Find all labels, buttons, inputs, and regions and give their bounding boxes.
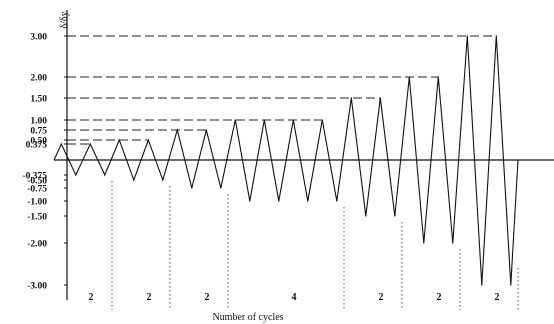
amplitude-guides	[67, 35, 519, 310]
peak-point-g5-c2	[379, 97, 381, 99]
y-tick-label: -0.75	[27, 185, 47, 195]
y-tick-label: 0.375	[26, 141, 48, 151]
trough-point-g5-c2	[394, 215, 396, 217]
y-tick-label: 3.00	[30, 33, 47, 43]
peak-point-g2-c2	[147, 139, 149, 141]
displacement-history-line	[53, 35, 519, 286]
y-tick-labels: 3.00 2.00 1.50 1.000.750.500.375 -0.375-0.50…	[22, 33, 67, 292]
trough-point-g7-c1	[481, 284, 483, 286]
y-tick-label: 2.00	[30, 74, 47, 84]
trough-point-g3-c2	[220, 187, 222, 189]
trough-point-g7-c2	[510, 284, 512, 286]
cycle-count-labels: 2 2 2 4 2 2 2	[89, 292, 500, 303]
peak-point-g1-c1	[60, 143, 62, 145]
trough-point-g4-c1	[249, 200, 251, 202]
trough-point-g6-c1	[423, 242, 425, 244]
trough-point-g4-c4	[336, 200, 338, 202]
y-tick-label: 1.00	[30, 117, 47, 127]
peak-point-g4-c2	[263, 119, 265, 121]
trough-point-g2-c2	[162, 179, 164, 181]
trough-point-g1-c2	[104, 174, 106, 176]
y-tick-label: 0.75	[30, 127, 47, 137]
cycle-count-label-5: 2	[379, 292, 384, 303]
y-axis-label: δ/δy	[59, 11, 70, 28]
y-tick-label: -0.375	[22, 172, 47, 182]
peak-point-g7-c2	[495, 35, 497, 37]
cycle-count-label-1: 2	[89, 292, 94, 303]
peak-point-g2-c1	[118, 139, 120, 141]
y-tick-label: 0.50	[30, 137, 47, 147]
peak-point-g3-c2	[205, 129, 207, 131]
y-tick-label: -1.50	[27, 213, 47, 223]
cycle-count-label-7: 2	[495, 292, 500, 303]
x-axis-label: Number of cycles	[212, 312, 283, 323]
y-tick-label: -1.00	[27, 198, 47, 208]
cycle-count-label-4: 4	[292, 292, 297, 303]
trough-point-g4-c2	[278, 200, 280, 202]
y-tick-label: 1.50	[30, 95, 47, 105]
y-tick-label: -2.00	[27, 240, 47, 250]
trough-point-g5-c1	[365, 215, 367, 217]
loading-history	[53, 35, 519, 286]
axes	[54, 10, 554, 300]
cycle-count-label-3: 2	[205, 292, 210, 303]
cycle-count-label-2: 2	[147, 292, 152, 303]
peak-point-g4-c3	[292, 119, 294, 121]
peak-point-g1-c2	[89, 143, 91, 145]
trough-point-g4-c3	[307, 200, 309, 202]
y-tick-label: -0.50	[27, 177, 47, 187]
peak-point-g7-c1	[466, 35, 468, 37]
cycle-count-label-6: 2	[437, 292, 442, 303]
trough-point-g3-c1	[191, 187, 193, 189]
peak-point-g3-c1	[176, 129, 178, 131]
trough-point-g6-c2	[452, 242, 454, 244]
y-tick-label: -3.00	[27, 282, 47, 292]
trough-point-g2-c1	[133, 179, 135, 181]
peak-point-g6-c2	[437, 76, 439, 78]
peak-point-g4-c1	[234, 119, 236, 121]
peak-point-g4-c4	[321, 119, 323, 121]
peak-point-g5-c1	[350, 97, 352, 99]
peak-point-g6-c1	[408, 76, 410, 78]
trough-point-g1-c1	[75, 174, 77, 176]
